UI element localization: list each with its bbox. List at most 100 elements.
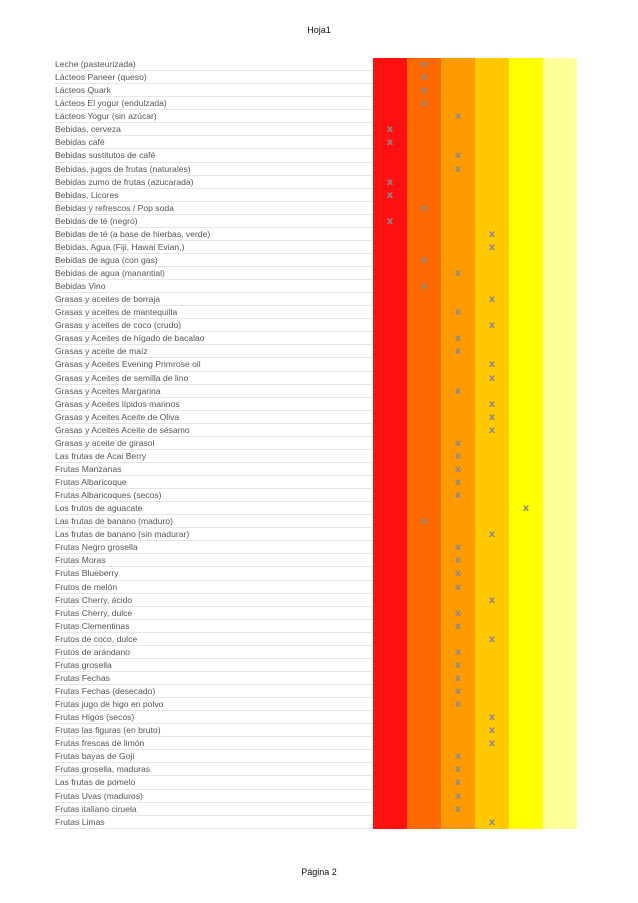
table-row: Bebidas, Licores x	[53, 188, 577, 202]
food-name: Bebidas sustitutos de café	[55, 149, 373, 163]
color-cell	[475, 789, 509, 803]
color-cell	[407, 410, 441, 424]
table-row: Frutas Albaricoques (secos) x	[53, 489, 577, 503]
color-cell	[543, 162, 577, 176]
color-cell	[509, 345, 543, 359]
x-mark: x	[454, 790, 462, 802]
color-cell	[543, 58, 577, 72]
food-name: Frutas grosella	[55, 659, 373, 672]
color-cell	[407, 502, 441, 516]
color-cell	[509, 123, 543, 137]
color-cell	[509, 332, 543, 346]
color-cell	[441, 671, 475, 685]
color-cell	[509, 84, 543, 98]
color-cell	[407, 58, 441, 72]
color-cell	[441, 345, 475, 359]
color-cell	[407, 188, 441, 202]
color-cell	[543, 593, 577, 607]
color-cell	[373, 580, 407, 594]
color-cell	[407, 737, 441, 751]
x-mark: x	[488, 241, 496, 253]
x-mark: x	[454, 646, 462, 658]
color-cell	[509, 567, 543, 581]
color-cell	[441, 371, 475, 385]
color-cell	[543, 711, 577, 725]
color-cell	[543, 345, 577, 359]
food-name: Bebidas de agua (con gas)	[55, 254, 373, 267]
x-mark: x	[454, 150, 462, 162]
color-cell	[373, 345, 407, 359]
color-cell	[441, 476, 475, 490]
color-cell	[373, 671, 407, 685]
color-cell	[441, 606, 475, 620]
food-name: Bebidas y refrescos / Pop soda	[55, 202, 373, 215]
color-cell	[373, 201, 407, 215]
x-mark: x	[488, 372, 496, 384]
color-cell	[441, 293, 475, 307]
color-cell	[373, 541, 407, 555]
food-name: Las frutas de pomelo	[55, 776, 373, 790]
color-cell	[475, 214, 509, 228]
x-mark: x	[454, 346, 462, 358]
color-cell	[475, 253, 509, 267]
table-row: Frutas bayas de Goji x	[53, 750, 577, 764]
color-cell	[475, 750, 509, 764]
food-name: Frutas Manzanas	[55, 463, 373, 476]
color-cell	[543, 802, 577, 816]
color-cell	[407, 84, 441, 98]
color-cell	[407, 280, 441, 294]
color-cell	[509, 58, 543, 72]
color-cell	[373, 97, 407, 111]
color-cell	[407, 201, 441, 215]
color-cell	[509, 423, 543, 437]
color-cell	[475, 658, 509, 672]
color-cell	[407, 345, 441, 359]
color-cell	[441, 97, 475, 111]
food-name: Las frutas de Acai Berry	[55, 450, 373, 463]
color-cell	[407, 462, 441, 476]
color-cell	[509, 502, 543, 516]
x-mark: x	[488, 359, 496, 371]
color-cell	[543, 110, 577, 124]
color-cell	[475, 671, 509, 685]
food-name: Bebidas de té (negro)	[55, 215, 373, 228]
color-cell	[543, 554, 577, 568]
table-row: Grasas y Aceites de semilla de lino x	[53, 371, 577, 385]
color-cell	[441, 319, 475, 333]
color-cell	[441, 685, 475, 699]
food-name: Frutas las figuras (en bruto)	[55, 724, 373, 738]
food-name: Las frutas de banano (sin madurar)	[55, 528, 373, 542]
x-mark: x	[488, 712, 496, 724]
table-row: Lácteos Quark x	[53, 84, 577, 98]
color-cell	[373, 554, 407, 568]
color-cell	[475, 267, 509, 281]
food-name: Frutas Albaricoque	[55, 476, 373, 490]
color-cell	[475, 776, 509, 790]
color-cell	[373, 319, 407, 333]
color-cell	[509, 606, 543, 620]
color-cell	[373, 384, 407, 398]
color-cell	[441, 462, 475, 476]
color-cell	[407, 567, 441, 581]
color-cell	[407, 240, 441, 254]
color-cell	[475, 502, 509, 516]
food-name: Bebidas, Agua (Fiji, Hawai Evian,)	[55, 241, 373, 254]
color-cell	[441, 658, 475, 672]
x-mark: x	[420, 202, 428, 214]
color-cell	[373, 371, 407, 385]
food-name: Frutas grosella, maduras	[55, 763, 373, 777]
x-mark: x	[454, 385, 462, 397]
food-name: Lácteos Paneer (queso)	[55, 71, 373, 85]
color-cell	[441, 423, 475, 437]
table-row: Grasas y Aceites Aceite de sésamo x	[53, 423, 577, 437]
food-name: Frutas Negro grosella	[55, 541, 373, 555]
x-mark: x	[420, 281, 428, 293]
color-cell	[407, 815, 441, 829]
color-cell	[509, 267, 543, 281]
food-name: Bebidas de té (a base de hierbas, verde)	[55, 228, 373, 241]
color-cell	[509, 554, 543, 568]
table-row: Frutas Fechas x	[53, 671, 577, 685]
table-row: Lácteos Yogur (sin azúcar) x	[53, 110, 577, 124]
color-cell	[373, 711, 407, 725]
color-cell	[373, 645, 407, 659]
